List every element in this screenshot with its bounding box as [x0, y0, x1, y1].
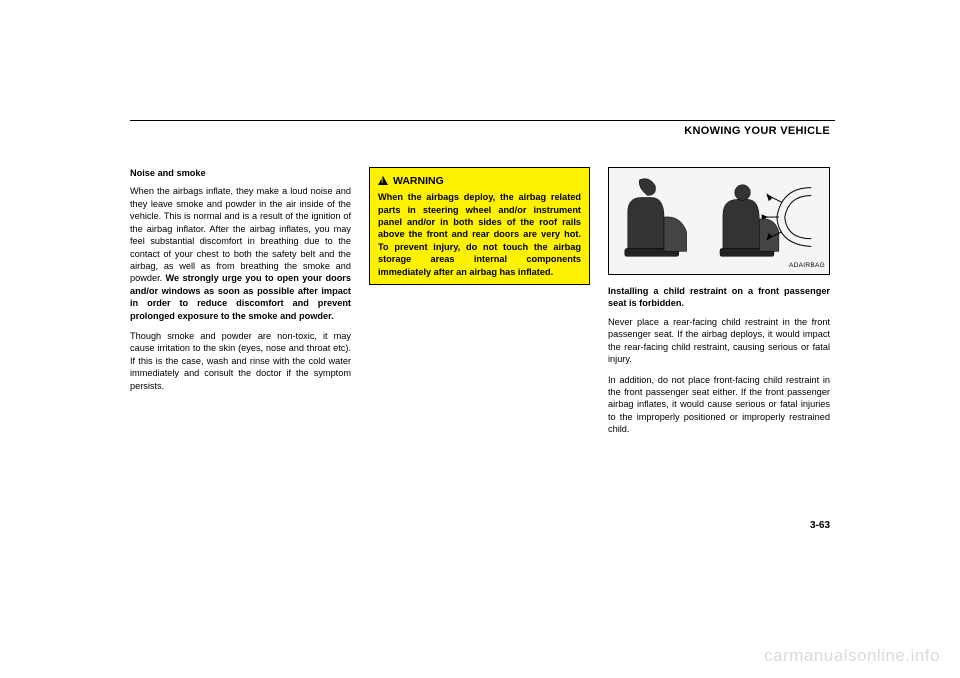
- col1-para2: Though smoke and powder are non-toxic, i…: [130, 330, 351, 392]
- warning-title: WARNING: [393, 174, 444, 188]
- page-content: KNOWING YOUR VEHICLE Noise and smoke Whe…: [130, 120, 830, 444]
- warning-triangle-icon: [378, 176, 388, 185]
- col3-heading: Installing a child restraint on a front …: [608, 285, 830, 310]
- column-3: ADAIRBAG Installing a child restraint on…: [608, 167, 830, 444]
- warning-body: When the airbags deploy, the airbag rela…: [378, 191, 581, 278]
- col1-heading: Noise and smoke: [130, 167, 351, 179]
- warning-box: WARNING When the airbags deploy, the air…: [369, 167, 590, 285]
- col1-para1: When the airbags inflate, they make a lo…: [130, 185, 351, 322]
- header-rule: [130, 120, 835, 121]
- section-header: KNOWING YOUR VEHICLE: [130, 125, 830, 137]
- page-number: 3-63: [810, 520, 830, 531]
- watermark: carmanualsonline.info: [764, 646, 940, 666]
- column-2: WARNING When the airbags deploy, the air…: [369, 167, 590, 444]
- col3-para1: Never place a rear-facing child restrain…: [608, 316, 830, 366]
- column-1: Noise and smoke When the airbags inflate…: [130, 167, 351, 444]
- columns: Noise and smoke When the airbags inflate…: [130, 167, 830, 444]
- col1-para1-plain: When the airbags inflate, they make a lo…: [130, 186, 351, 283]
- warning-title-row: WARNING: [378, 174, 581, 188]
- col3-para2: In addition, do not place front-facing c…: [608, 374, 830, 436]
- child-seat-illustration: ADAIRBAG: [608, 167, 830, 275]
- illustration-tag: ADAIRBAG: [789, 262, 825, 271]
- illustration-svg: [609, 168, 829, 274]
